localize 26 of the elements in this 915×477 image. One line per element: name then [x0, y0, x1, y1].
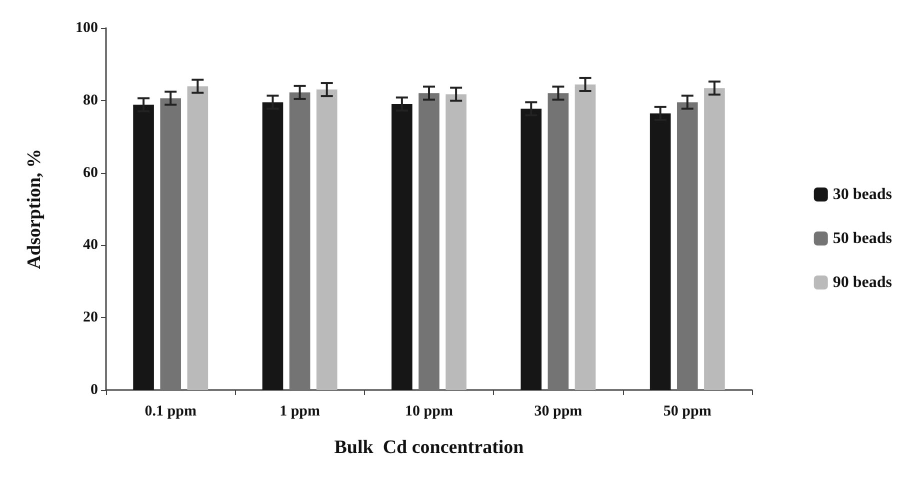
bar [289, 92, 310, 390]
x-tick-label: 1 ppm [280, 404, 321, 420]
bar [548, 93, 569, 390]
legend-label: 90 beads [832, 274, 892, 291]
x-tick-label: 0.1 ppm [144, 404, 197, 420]
bar [446, 94, 466, 390]
bar [574, 84, 596, 390]
bar [704, 88, 725, 390]
bar [676, 102, 698, 390]
bar [316, 90, 338, 390]
bar [160, 98, 182, 390]
y-axis-title: Adsorption, % [24, 148, 45, 270]
y-tick-label: 80 [83, 92, 98, 108]
x-tick-label: 50 ppm [663, 404, 712, 420]
y-tick-label: 100 [76, 20, 98, 36]
y-tick-label: 0 [90, 382, 98, 398]
x-axis-title: Bulk Cd concentration [334, 437, 524, 458]
y-tick-label: 20 [83, 310, 98, 326]
legend-label: 50 beads [832, 230, 892, 247]
y-tick-label: 60 [83, 164, 98, 181]
legend-label: 30 beads [832, 186, 892, 203]
x-tick-label: 30 ppm [534, 404, 583, 420]
bar [418, 93, 440, 390]
bar [187, 86, 208, 390]
y-tick-label: 40 [83, 237, 98, 254]
x-tick-label: 10 ppm [405, 404, 454, 420]
